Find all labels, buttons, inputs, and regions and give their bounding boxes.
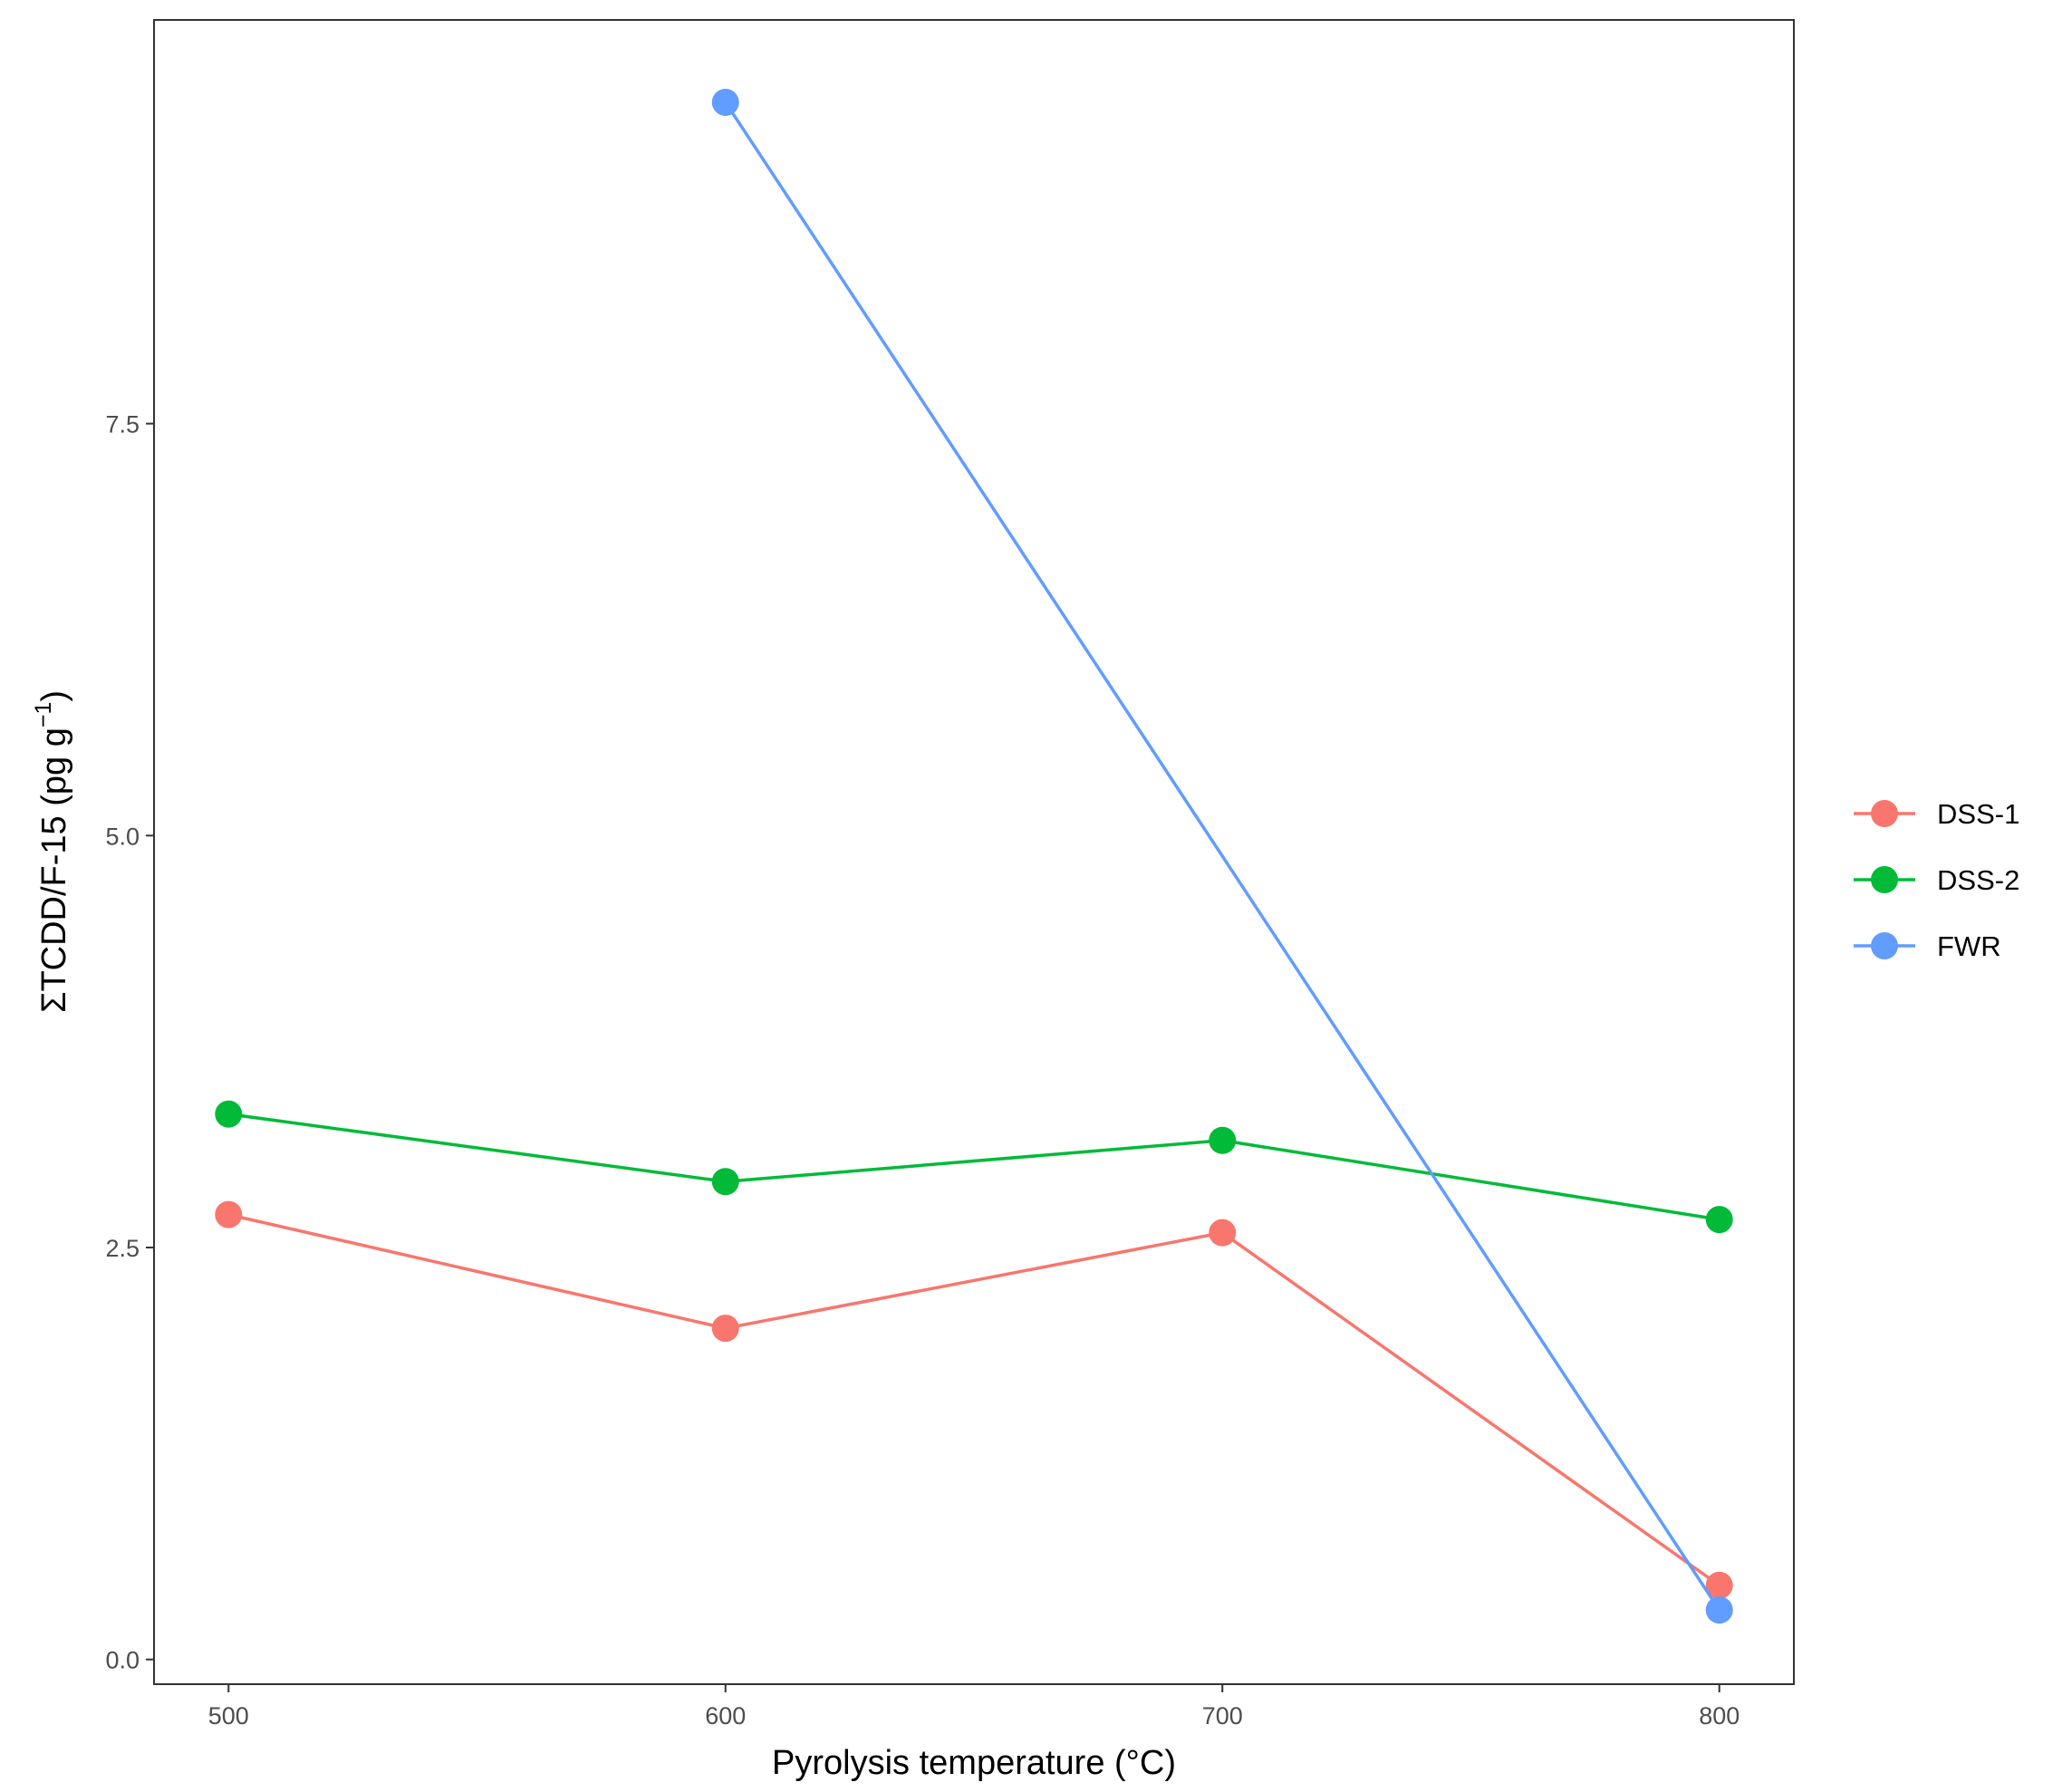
data-point-dss-2-700 bbox=[1209, 1126, 1237, 1154]
y-axis-title-close: ) bbox=[35, 690, 73, 702]
y-tick-label: 5.0 bbox=[105, 823, 140, 850]
legend-key-dot bbox=[1871, 800, 1898, 827]
legend-key-dot bbox=[1871, 932, 1898, 959]
x-tick-label: 500 bbox=[208, 1702, 249, 1729]
x-axis-title: Pyrolysis temperature (°C) bbox=[772, 1744, 1176, 1782]
y-axis-title-main: ΣTCDD/F-15 (pg g bbox=[35, 727, 73, 1013]
legend-key-dot bbox=[1871, 866, 1898, 893]
data-point-dss-2-800 bbox=[1705, 1206, 1733, 1234]
data-point-dss-1-600 bbox=[711, 1315, 739, 1343]
x-tick-label: 700 bbox=[1202, 1702, 1243, 1729]
legend-label: DSS-2 bbox=[1937, 864, 2019, 896]
legend-item-dss-2: DSS-2 bbox=[1854, 864, 2019, 896]
series-line-fwr bbox=[724, 101, 1721, 1612]
x-tick-label: 800 bbox=[1699, 1702, 1740, 1729]
data-point-fwr-600 bbox=[711, 88, 739, 116]
data-point-dss-1-500 bbox=[215, 1200, 243, 1228]
legend-label: FWR bbox=[1937, 930, 2001, 962]
y-tick-label: 0.0 bbox=[105, 1647, 140, 1674]
y-tick-label: 2.5 bbox=[105, 1235, 140, 1262]
y-axis-title: ΣTCDD/F-15 (pg g−1) bbox=[31, 690, 73, 1013]
legend-item-dss-1: DSS-1 bbox=[1854, 798, 2019, 830]
y-tick-label: 7.5 bbox=[105, 411, 140, 438]
x-axis: 500 600 700 800 bbox=[208, 1684, 1740, 1729]
y-axis: 0.0 2.5 5.0 7.5 bbox=[105, 411, 154, 1674]
data-point-fwr-800 bbox=[1705, 1596, 1733, 1624]
x-tick-label: 600 bbox=[705, 1702, 746, 1729]
series-layer bbox=[215, 88, 1733, 1624]
data-point-dss-1-800 bbox=[1705, 1571, 1733, 1599]
series-line-dss-2 bbox=[228, 1112, 1720, 1221]
series-dss-2 bbox=[215, 1100, 1733, 1234]
legend: DSS-1 DSS-2 FWR bbox=[1854, 798, 2019, 962]
y-axis-title-superscript: −1 bbox=[31, 702, 56, 728]
series-fwr bbox=[711, 88, 1733, 1624]
plot-panel-border bbox=[153, 19, 1795, 1685]
data-point-dss-2-500 bbox=[215, 1100, 243, 1128]
legend-item-fwr: FWR bbox=[1854, 930, 2001, 962]
legend-label: DSS-1 bbox=[1937, 798, 2019, 830]
data-point-dss-1-700 bbox=[1209, 1219, 1237, 1247]
data-point-dss-2-600 bbox=[711, 1168, 739, 1196]
series-dss-1 bbox=[215, 1200, 1733, 1599]
series-line-dss-1 bbox=[227, 1212, 1720, 1587]
